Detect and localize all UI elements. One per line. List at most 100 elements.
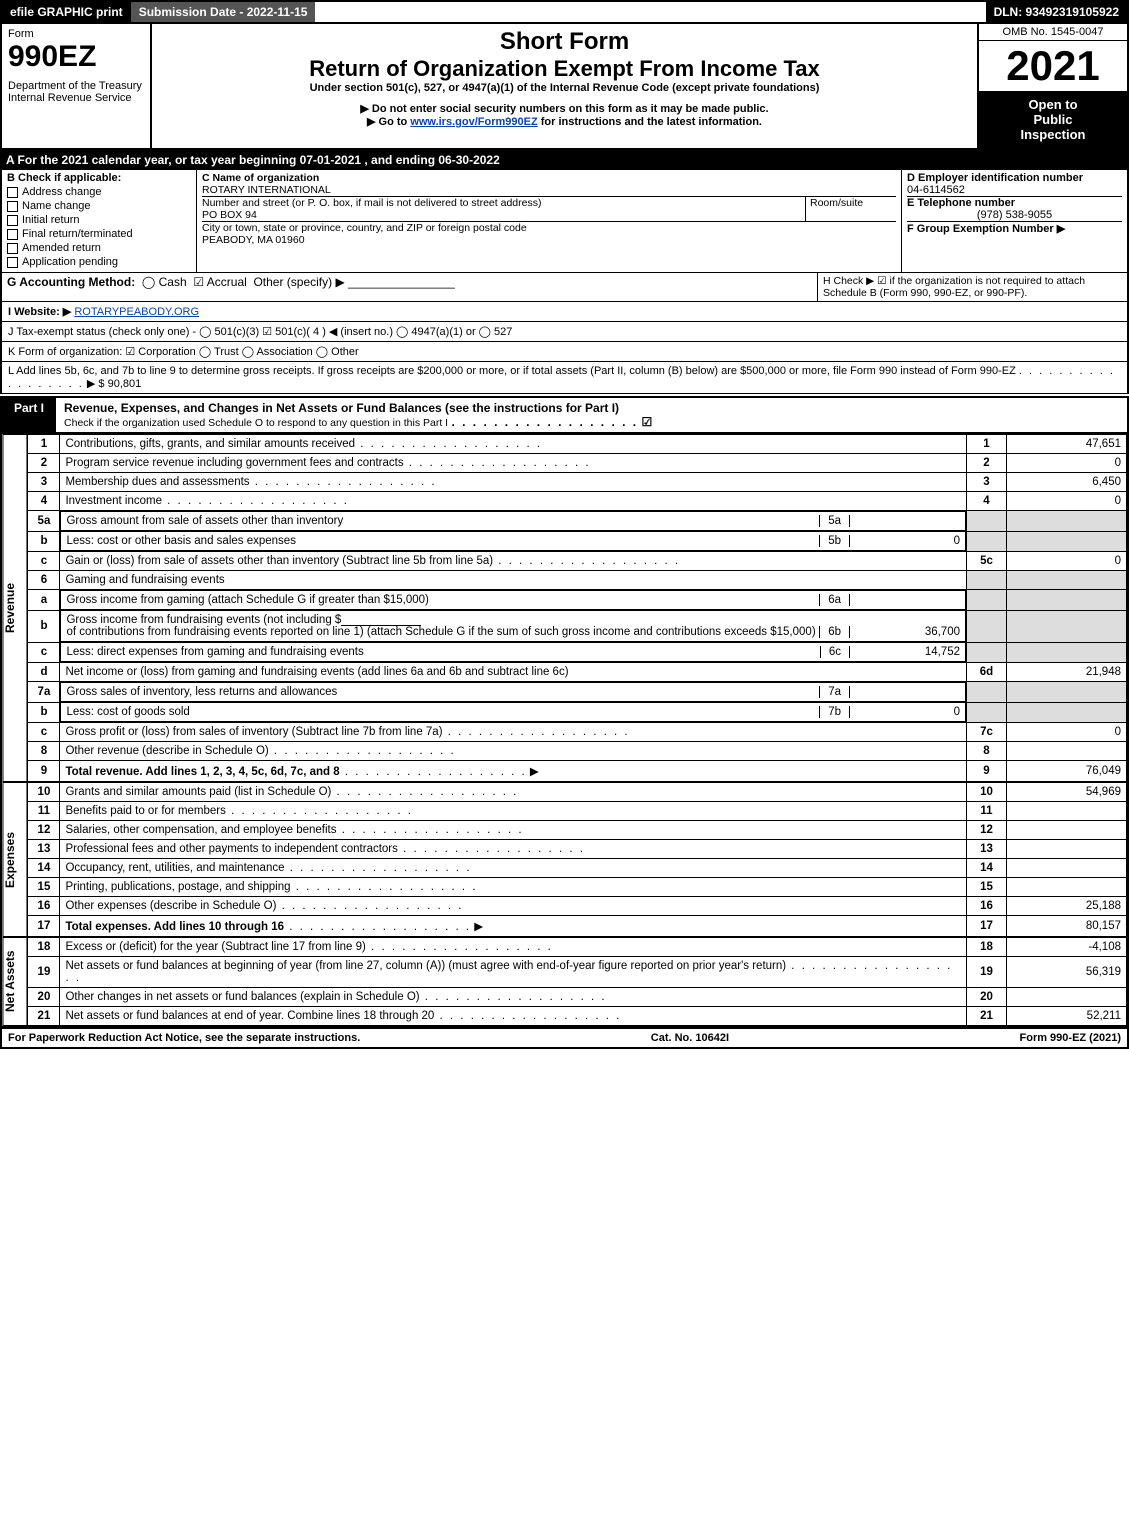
org-info-row: B Check if applicable: Address change Na… — [0, 170, 1129, 273]
line-3: 3Membership dues and assessments36,450 — [28, 473, 1127, 492]
warning-1: ▶ Do not enter social security numbers o… — [158, 102, 971, 115]
c-addr-row: Number and street (or P. O. box, if mail… — [202, 197, 896, 222]
line-7a: 7aGross sales of inventory, less returns… — [28, 682, 1127, 703]
line-11: 11Benefits paid to or for members11 — [28, 802, 1127, 821]
line-5c: cGain or (loss) from sale of assets othe… — [28, 552, 1127, 571]
line-1: 1Contributions, gifts, grants, and simil… — [28, 435, 1127, 454]
cb-final-return[interactable]: Final return/terminated — [7, 228, 191, 240]
line-6b: bGross income from fundraising events (n… — [28, 610, 1127, 642]
section-i: I Website: ▶ ROTARYPEABODY.ORG — [0, 302, 1129, 322]
part1-header: Part I Revenue, Expenses, and Changes in… — [0, 396, 1129, 434]
row-g-h: G Accounting Method: ◯ Cash ☑ Accrual Ot… — [0, 273, 1129, 302]
subtitle: Under section 501(c), 527, or 4947(a)(1)… — [158, 82, 971, 94]
submission-date: Submission Date - 2022-11-15 — [131, 2, 316, 22]
section-c-block: C Name of organization ROTARY INTERNATIO… — [197, 170, 902, 272]
cb-initial-return[interactable]: Initial return — [7, 214, 191, 226]
footer-form-id: Form 990-EZ (2021) — [1020, 1032, 1121, 1044]
form-label: Form — [8, 28, 144, 40]
ein-value: 04-6114562 — [907, 184, 1122, 197]
cb-amended[interactable]: Amended return — [7, 242, 191, 254]
i-label: I Website: ▶ — [8, 306, 71, 318]
line-21: 21Net assets or fund balances at end of … — [28, 1007, 1127, 1026]
b-label: B Check if applicable: — [7, 172, 191, 184]
footer-left: For Paperwork Reduction Act Notice, see … — [8, 1032, 360, 1044]
org-name: ROTARY INTERNATIONAL — [202, 184, 331, 196]
cb-pending[interactable]: Application pending — [7, 256, 191, 268]
g-accrual[interactable]: Accrual — [207, 275, 247, 289]
d-label: D Employer identification number — [907, 172, 1122, 184]
arrow-icon: ▶ — [530, 766, 539, 778]
phone-value: (978) 538-9055 — [907, 209, 1122, 222]
cb-address-change[interactable]: Address change — [7, 186, 191, 198]
l-value: 90,801 — [108, 378, 142, 390]
form-header: Form 990EZ Department of the Treasury In… — [0, 24, 1129, 150]
arrow-icon: ▶ — [474, 921, 483, 933]
line-6a: aGross income from gaming (attach Schedu… — [28, 590, 1127, 611]
line-19: 19Net assets or fund balances at beginni… — [28, 957, 1127, 988]
irs-link[interactable]: www.irs.gov/Form990EZ — [410, 116, 537, 128]
cb-name-change[interactable]: Name change — [7, 200, 191, 212]
tax-year: 2021 — [979, 41, 1127, 91]
section-j: J Tax-exempt status (check only one) - ◯… — [0, 322, 1129, 342]
line-18: 18Excess or (deficit) for the year (Subt… — [28, 938, 1127, 957]
line-17: 17Total expenses. Add lines 10 through 1… — [28, 916, 1127, 937]
part1-check-icon: ☑ — [641, 415, 652, 429]
section-b-checkboxes: B Check if applicable: Address change Na… — [2, 170, 197, 272]
line-7c: cGross profit or (loss) from sales of in… — [28, 723, 1127, 742]
footer-catno: Cat. No. 10642I — [651, 1032, 729, 1044]
section-l: L Add lines 5b, 6c, and 7b to line 9 to … — [0, 362, 1129, 394]
part1-tab: Part I — [2, 398, 56, 432]
revenue-section: Revenue 1Contributions, gifts, grants, a… — [0, 434, 1129, 782]
page-footer: For Paperwork Reduction Act Notice, see … — [0, 1028, 1129, 1049]
g-cash[interactable]: Cash — [159, 275, 187, 289]
line-6: 6Gaming and fundraising events — [28, 571, 1127, 590]
dept-line2: Internal Revenue Service — [8, 92, 144, 104]
section-d-e-f: D Employer identification number 04-6114… — [902, 170, 1127, 272]
line-10: 10Grants and similar amounts paid (list … — [28, 783, 1127, 802]
website-link[interactable]: ROTARYPEABODY.ORG — [74, 306, 199, 318]
line-4: 4Investment income40 — [28, 492, 1127, 511]
line-13: 13Professional fees and other payments t… — [28, 840, 1127, 859]
g-label: G Accounting Method: — [7, 275, 135, 289]
side-netassets: Net Assets — [2, 937, 27, 1026]
netassets-section: Net Assets 18Excess or (deficit) for the… — [0, 937, 1129, 1028]
open-l3: Inspection — [1020, 127, 1085, 142]
open-to-public: Open to Public Inspection — [979, 91, 1127, 148]
side-revenue: Revenue — [2, 434, 27, 782]
line-2: 2Program service revenue including gover… — [28, 454, 1127, 473]
title-short-form: Short Form — [158, 28, 971, 56]
org-city: PEABODY, MA 01960 — [202, 234, 305, 246]
org-address: PO BOX 94 — [202, 209, 257, 221]
dept-line1: Department of the Treasury — [8, 80, 144, 92]
line-20: 20Other changes in net assets or fund ba… — [28, 988, 1127, 1007]
warning-2: ▶ Go to www.irs.gov/Form990EZ for instru… — [158, 115, 971, 128]
open-l1: Open to — [1028, 97, 1077, 112]
open-l2: Public — [1033, 112, 1072, 127]
section-k: K Form of organization: ☑ Corporation ◯ … — [0, 342, 1129, 362]
section-h: H Check ▶ ☑ if the organization is not r… — [817, 273, 1127, 301]
title-block: Short Form Return of Organization Exempt… — [152, 24, 977, 148]
expenses-table: 10Grants and similar amounts paid (list … — [27, 782, 1127, 937]
c-city-row: City or town, state or province, country… — [202, 222, 896, 246]
right-header-block: OMB No. 1545-0047 2021 Open to Public In… — [977, 24, 1127, 148]
omb-number: OMB No. 1545-0047 — [979, 24, 1127, 41]
part1-title: Revenue, Expenses, and Changes in Net As… — [56, 398, 1127, 432]
dln-label: DLN: 93492319105922 — [986, 2, 1127, 22]
revenue-table: 1Contributions, gifts, grants, and simil… — [27, 434, 1127, 782]
line-8: 8Other revenue (describe in Schedule O)8 — [28, 742, 1127, 761]
side-expenses: Expenses — [2, 782, 27, 937]
line-9: 9Total revenue. Add lines 1, 2, 3, 4, 5c… — [28, 761, 1127, 782]
l-text: L Add lines 5b, 6c, and 7b to line 9 to … — [8, 365, 1016, 377]
topbar-spacer — [315, 2, 985, 22]
line-5b: bLess: cost or other basis and sales exp… — [28, 531, 1127, 552]
section-g: G Accounting Method: ◯ Cash ☑ Accrual Ot… — [2, 273, 817, 301]
expenses-section: Expenses 10Grants and similar amounts pa… — [0, 782, 1129, 937]
f-label: F Group Exemption Number ▶ — [907, 222, 1122, 235]
line-5a: 5aGross amount from sale of assets other… — [28, 511, 1127, 532]
addr-label: Number and street (or P. O. box, if mail… — [202, 197, 541, 209]
g-other[interactable]: Other (specify) ▶ — [253, 275, 344, 289]
form-number: 990EZ — [8, 40, 144, 74]
efile-label[interactable]: efile GRAPHIC print — [2, 2, 131, 22]
line-6d: dNet income or (loss) from gaming and fu… — [28, 663, 1127, 682]
room-suite: Room/suite — [806, 197, 896, 221]
